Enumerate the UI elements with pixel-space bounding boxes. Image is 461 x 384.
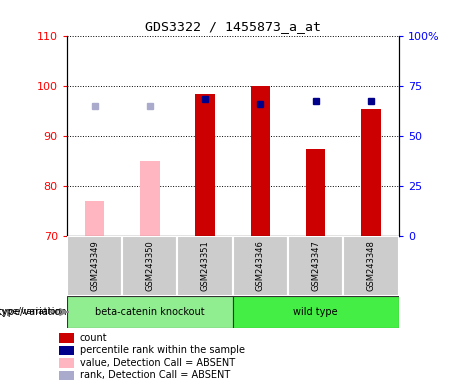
Text: GSM243351: GSM243351 <box>201 240 210 291</box>
Bar <box>59 346 74 355</box>
Bar <box>59 358 74 368</box>
Bar <box>343 236 399 296</box>
Bar <box>233 236 288 296</box>
Text: GSM243347: GSM243347 <box>311 240 320 291</box>
Bar <box>288 236 343 296</box>
Text: GSM243346: GSM243346 <box>256 240 265 291</box>
Bar <box>140 161 160 236</box>
Bar <box>85 201 104 236</box>
Text: count: count <box>80 333 107 343</box>
Bar <box>122 236 177 296</box>
Text: genotype/variation: genotype/variation <box>0 308 62 316</box>
Text: GSM243350: GSM243350 <box>145 240 154 291</box>
Text: wild type: wild type <box>294 307 338 317</box>
Text: rank, Detection Call = ABSENT: rank, Detection Call = ABSENT <box>80 370 230 381</box>
Bar <box>195 94 215 236</box>
Bar <box>59 333 74 343</box>
Bar <box>233 296 399 328</box>
Bar <box>59 371 74 380</box>
Text: GSM243349: GSM243349 <box>90 240 99 291</box>
Bar <box>361 109 381 236</box>
Bar <box>67 236 122 296</box>
Text: beta-catenin knockout: beta-catenin knockout <box>95 307 205 317</box>
Text: percentile rank within the sample: percentile rank within the sample <box>80 345 245 356</box>
Text: genotype/variation: genotype/variation <box>0 307 67 317</box>
Text: GSM243348: GSM243348 <box>366 240 376 291</box>
Title: GDS3322 / 1455873_a_at: GDS3322 / 1455873_a_at <box>145 20 321 33</box>
Text: value, Detection Call = ABSENT: value, Detection Call = ABSENT <box>80 358 235 368</box>
Bar <box>67 296 233 328</box>
Bar <box>251 86 270 236</box>
Bar <box>177 236 233 296</box>
Bar <box>306 149 325 236</box>
